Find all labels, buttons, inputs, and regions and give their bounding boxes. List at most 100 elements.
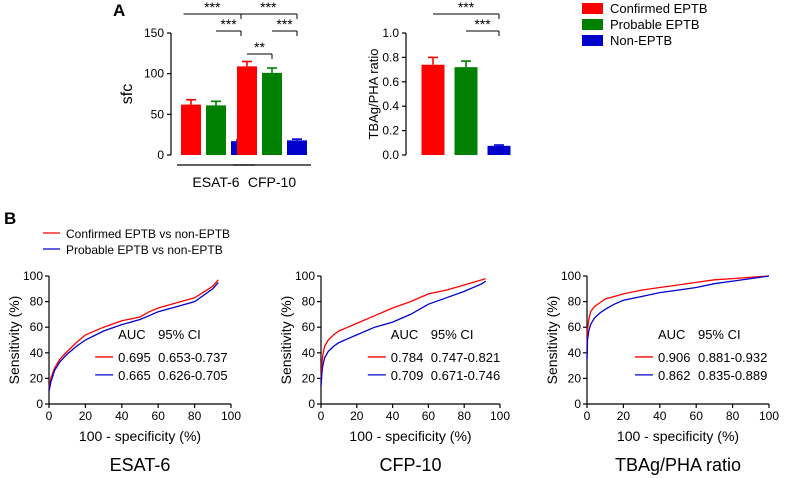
y-tick-label: 60 [30, 320, 44, 334]
y-tick-label: 100 [144, 67, 164, 81]
y-tick-label: 0 [36, 397, 43, 411]
y-tick-label: 60 [568, 320, 582, 334]
x-tick-label: 80 [458, 409, 472, 423]
y-tick-label: 20 [302, 371, 316, 385]
roc-curve-confirmed [586, 275, 770, 353]
significance-stars: *** [276, 16, 293, 32]
auc-value: 0.862 [658, 368, 691, 383]
x-tick-label: 0 [318, 409, 325, 423]
ci-header: 95% CI [698, 327, 741, 342]
chart-title: TBAg/PHA ratio [615, 455, 741, 475]
ci-value: 0.671-0.746 [431, 368, 500, 383]
y-tick-label: 0.0 [382, 148, 399, 162]
legend-a: Confirmed EPTB Probable EPTB Non-EPTB [582, 1, 708, 48]
y-tick-label: 60 [302, 320, 316, 334]
ci-value: 0.835-0.889 [698, 368, 767, 383]
significance-stars: *** [458, 0, 475, 15]
roc-chart-esat6: 00 20 20 40 40 60 60 80 80 100 100 100 - specificit… [6, 269, 241, 475]
auc-header: AUC [658, 327, 685, 342]
roc-curve-confirmed [320, 277, 486, 382]
roc-chart-ratio: 00 20 20 40 40 60 60 80 80 100 100 100 - specificit… [544, 269, 779, 475]
legend-swatch-non [582, 35, 603, 46]
legend-label-confirmed-vs: Confirmed EPTB vs non-EPTB [66, 227, 230, 241]
y-tick-label: 20 [30, 371, 44, 385]
x-axis-label: 100 - specificity (%) [79, 428, 201, 444]
group-label: CFP-10 [248, 174, 296, 190]
x-tick-label: 60 [422, 409, 436, 423]
chart-title: CFP-10 [379, 455, 441, 475]
y-tick-label: 80 [568, 295, 582, 309]
legend-label-non: Non-EPTB [610, 33, 672, 48]
y-tick-label: 50 [151, 107, 165, 121]
x-tick-label: 40 [386, 409, 400, 423]
legend-label-confirmed: Confirmed EPTB [610, 1, 708, 16]
y-tick-label: 0.4 [382, 99, 399, 113]
y-tick-label: 0 [574, 397, 581, 411]
bar-probable-eptb [262, 72, 282, 155]
ci-header: 95% CI [158, 327, 201, 342]
y-tick-label: 0.6 [382, 75, 399, 89]
legend-label-probable: Probable EPTB [610, 17, 700, 32]
panel-label-b: B [4, 209, 16, 228]
y-tick-label: 40 [302, 346, 316, 360]
x-tick-label: 40 [653, 409, 667, 423]
auc-value: 0.906 [658, 350, 691, 365]
auc-value: 0.695 [118, 350, 151, 365]
x-tick-label: 40 [115, 409, 129, 423]
significance-stars: *** [474, 16, 491, 32]
ci-value: 0.653-0.737 [158, 350, 227, 365]
x-axis-label: 100 - specificity (%) [349, 428, 471, 444]
legend-swatch-confirmed [582, 3, 603, 14]
y-axis-label: TBAg/PHA ratio [366, 48, 381, 139]
roc-curve-probable [320, 280, 487, 387]
auc-header: AUC [118, 327, 145, 342]
chart-title: ESAT-6 [110, 455, 171, 475]
bar-confirmed-eptb [421, 64, 445, 155]
y-tick-label: 40 [30, 346, 44, 360]
panel-label-a: A [113, 1, 125, 20]
y-tick-label: 80 [30, 295, 44, 309]
x-tick-label: 60 [152, 409, 166, 423]
y-tick-label: 0 [308, 397, 315, 411]
y-tick-label: 40 [568, 346, 582, 360]
roc-curve-probable [48, 281, 219, 392]
y-axis-label: Sensitivity (%) [544, 296, 560, 385]
legend-b: Confirmed EPTB vs non-EPTB Probable EPTB… [43, 227, 230, 257]
ci-value: 0.881-0.932 [698, 350, 767, 365]
x-tick-label: 100 [759, 409, 779, 423]
y-tick-label: 80 [302, 295, 316, 309]
y-tick-label: 1.0 [382, 26, 399, 40]
legend-swatch-probable [582, 19, 603, 30]
bar-confirmed-eptb [237, 66, 257, 155]
y-tick-label: 0.2 [382, 124, 399, 138]
x-tick-label: 80 [726, 409, 740, 423]
x-tick-label: 80 [188, 409, 202, 423]
x-tick-label: 20 [350, 409, 364, 423]
y-tick-label: 150 [144, 26, 164, 40]
bar-non-eptb [287, 140, 307, 155]
legend-label-probable-vs: Probable EPTB vs non-EPTB [66, 243, 223, 257]
y-axis-label: sfc [119, 84, 136, 104]
auc-value: 0.784 [391, 350, 424, 365]
y-tick-label: 100 [295, 269, 315, 283]
x-tick-label: 100 [490, 409, 510, 423]
y-tick-label: 20 [568, 371, 582, 385]
y-tick-label: 100 [23, 269, 43, 283]
x-tick-label: 20 [617, 409, 631, 423]
y-tick-label: 0.8 [382, 50, 399, 64]
roc-curve-confirmed [48, 279, 219, 389]
y-tick-label: 0 [157, 148, 164, 162]
ci-value: 0.747-0.821 [431, 350, 500, 365]
x-axis-label: 100 - specificity (%) [617, 428, 739, 444]
y-axis-label: Sensitivity (%) [6, 296, 22, 385]
bar-probable-eptb [454, 67, 478, 155]
significance-stars: *** [260, 0, 277, 15]
bar-non-eptb [487, 145, 511, 155]
auc-value: 0.709 [391, 368, 424, 383]
ci-value: 0.626-0.705 [158, 368, 227, 383]
significance-stars: *** [220, 16, 237, 32]
significance-stars: *** [204, 0, 221, 15]
bar-confirmed-eptb [181, 104, 201, 155]
ci-header: 95% CI [431, 327, 474, 342]
